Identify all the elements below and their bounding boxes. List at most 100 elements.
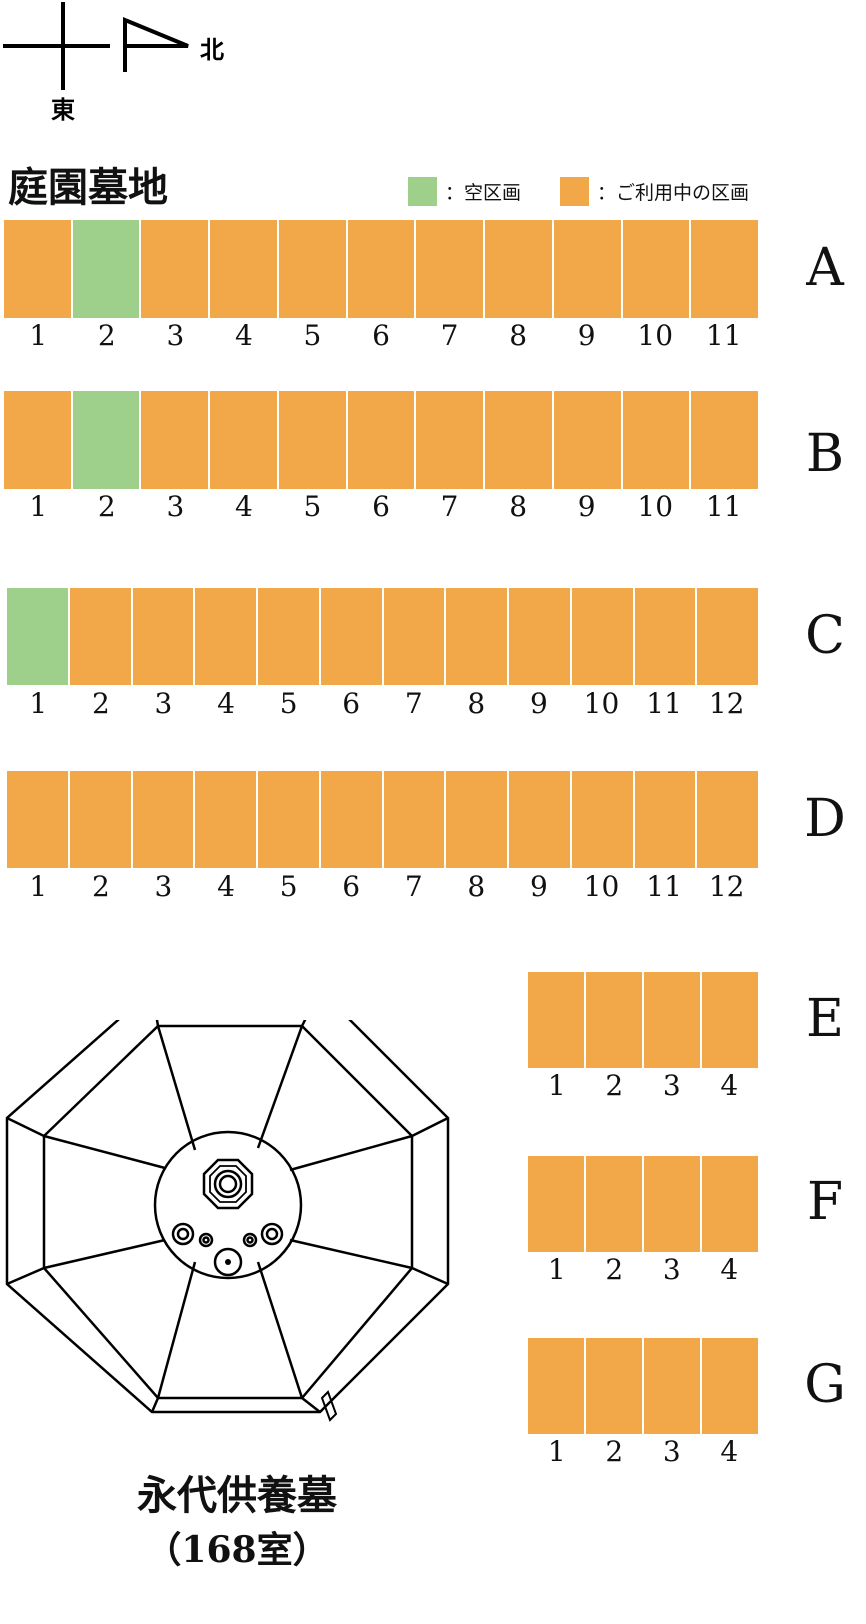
plot-number-c-4: 4 <box>217 687 235 720</box>
plot-c-9-occupied <box>509 588 572 685</box>
plot-a-1-occupied <box>4 220 73 318</box>
compass-east-label: 東 <box>51 96 75 124</box>
plot-numbers-row-e: 1 2 3 4 <box>528 1069 758 1103</box>
plot-row-f <box>528 1156 758 1252</box>
plot-number-g-2: 2 <box>605 1435 624 1468</box>
plot-number-d-9: 9 <box>530 870 548 903</box>
plot-row-b <box>4 391 759 489</box>
plot-number-a-9: 9 <box>577 319 596 352</box>
plot-number-d-4: 4 <box>217 870 235 903</box>
plot-number-d-1: 1 <box>29 870 48 903</box>
plot-f-3-occupied <box>644 1156 702 1252</box>
plot-number-a-1: 1 <box>29 319 48 352</box>
memorial-capacity: （168室） <box>145 1529 329 1571</box>
compass-north-label: 北 <box>200 36 224 64</box>
plot-c-1-vacant <box>7 588 70 685</box>
plot-number-g-4: 4 <box>720 1435 739 1468</box>
plot-number-c-7: 7 <box>404 687 423 720</box>
plot-row-c <box>7 588 758 685</box>
plot-numbers-row-f: 1 2 3 4 <box>528 1253 758 1287</box>
plot-a-9-occupied <box>553 220 623 318</box>
plot-numbers-row-d: 1 2 3 4 5 6 7 8 9 10 11 12 <box>7 870 758 904</box>
plot-c-7-occupied <box>383 588 447 685</box>
row-label-f: F <box>806 1172 844 1232</box>
plot-b-4-occupied <box>210 391 279 489</box>
memorial-radial-dividers <box>43 1025 413 1399</box>
memorial-wall-joints <box>6 1020 449 1413</box>
plot-row-g <box>528 1338 758 1434</box>
plot-d-11-occupied <box>634 771 698 868</box>
plot-number-c-6: 6 <box>342 687 361 720</box>
plot-number-c-11: 11 <box>646 687 682 720</box>
legend-swatch-vacant <box>408 176 437 206</box>
plot-number-c-2: 2 <box>91 687 110 720</box>
plot-number-c-12: 12 <box>708 687 745 720</box>
plot-number-b-9: 9 <box>577 490 596 523</box>
memorial-gate-marker <box>320 1390 338 1422</box>
plot-a-3-occupied <box>141 220 211 318</box>
plot-number-a-6: 6 <box>372 319 390 352</box>
memorial-central-circle <box>153 1130 303 1280</box>
plot-numbers-row-a: 1 2 3 4 5 6 7 8 9 10 11 <box>4 319 758 353</box>
plot-number-d-12: 12 <box>708 870 745 903</box>
plot-c-8-occupied <box>446 588 509 685</box>
legend-item-vacant: ：空区画 <box>408 175 521 207</box>
plot-a-4-occupied <box>210 220 279 318</box>
plot-row-d <box>7 771 758 868</box>
plot-a-7-occupied <box>416 220 486 318</box>
plot-number-d-8: 8 <box>467 870 486 903</box>
plot-a-2-vacant <box>72 220 142 318</box>
plot-row-a <box>4 220 759 318</box>
plot-d-7-occupied <box>383 771 447 868</box>
row-label-d: D <box>804 789 846 849</box>
legend-label-occupied: ：ご利用中の区画 <box>597 181 750 204</box>
plot-d-12-occupied <box>697 771 758 868</box>
plot-b-7-occupied <box>416 391 486 489</box>
plot-a-11-occupied <box>691 220 759 318</box>
plot-number-c-1: 1 <box>29 687 48 720</box>
plot-g-3-occupied <box>644 1338 702 1434</box>
plot-c-3-occupied <box>132 588 196 685</box>
legend-swatch-occupied <box>560 176 589 206</box>
plot-d-1-occupied <box>7 771 70 868</box>
plot-number-a-4: 4 <box>235 319 253 352</box>
plot-number-e-2: 2 <box>605 1069 624 1102</box>
offering-circles-icon <box>171 1222 284 1277</box>
plot-number-c-9: 9 <box>530 687 548 720</box>
plot-d-9-occupied <box>509 771 572 868</box>
memorial-name: 永代供養墓 <box>137 1472 337 1519</box>
plot-b-8-occupied <box>485 391 554 489</box>
plot-e-4-occupied <box>702 972 758 1068</box>
plot-e-1-occupied <box>528 972 586 1068</box>
row-label-b: B <box>805 424 845 484</box>
plot-c-10-occupied <box>571 588 635 685</box>
plot-a-10-occupied <box>622 220 692 318</box>
plot-numbers-row-c: 1 2 3 4 5 6 7 8 9 10 11 12 <box>7 687 758 721</box>
plot-row-e <box>528 972 758 1068</box>
plot-number-b-3: 3 <box>166 490 185 523</box>
memorial-octagon-diagram <box>5 1020 450 1422</box>
plot-number-c-8: 8 <box>467 687 486 720</box>
row-label-c: C <box>805 606 845 666</box>
plot-number-a-10: 10 <box>637 319 674 352</box>
plot-a-5-occupied <box>278 220 348 318</box>
plot-b-10-occupied <box>622 391 692 489</box>
plot-number-d-6: 6 <box>342 870 361 903</box>
plot-b-6-occupied <box>347 391 417 489</box>
plot-number-d-5: 5 <box>279 870 298 903</box>
plot-d-8-occupied <box>446 771 509 868</box>
plot-number-d-11: 11 <box>646 870 682 903</box>
plot-e-2-occupied <box>586 972 644 1068</box>
plot-c-12-occupied <box>697 588 758 685</box>
plot-b-5-occupied <box>278 391 348 489</box>
central-monument-icon <box>202 1158 254 1210</box>
plot-number-e-1: 1 <box>547 1069 566 1102</box>
plot-number-d-7: 7 <box>404 870 423 903</box>
plot-number-f-1: 1 <box>547 1253 566 1286</box>
plot-c-11-occupied <box>634 588 698 685</box>
plot-c-6-occupied <box>320 588 384 685</box>
plot-g-2-occupied <box>586 1338 644 1434</box>
plot-number-c-10: 10 <box>583 687 620 720</box>
plot-number-b-11: 11 <box>705 490 742 523</box>
plot-f-4-occupied <box>702 1156 758 1252</box>
